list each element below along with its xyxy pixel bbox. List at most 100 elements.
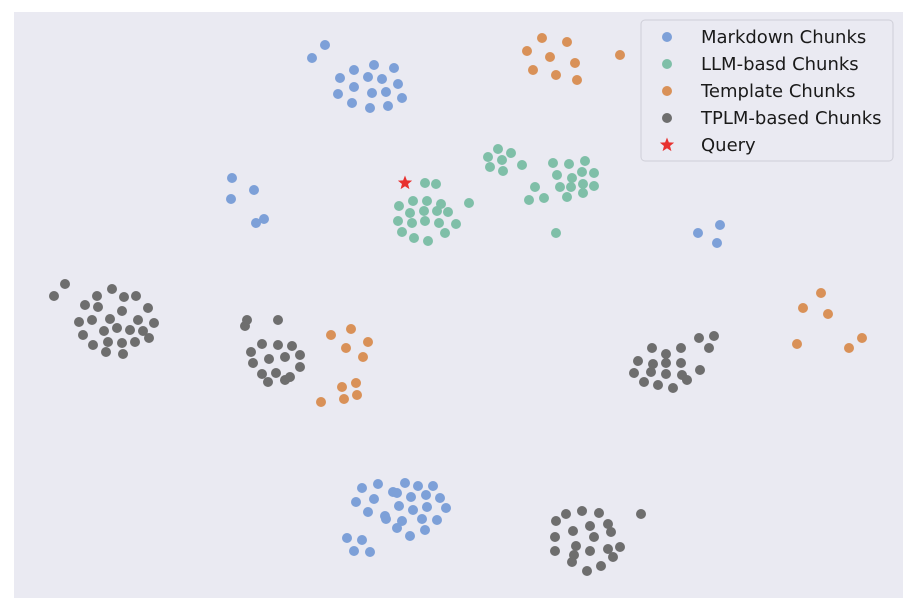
point-template-chunks-14 (337, 382, 347, 392)
point-tplm-based-chunks-24 (144, 333, 154, 343)
point-tplm-based-chunks-69 (568, 526, 578, 536)
point-tplm-based-chunks-15 (112, 323, 122, 333)
point-tplm-based-chunks-75 (615, 542, 625, 552)
point-markdown-chunks-46 (432, 515, 442, 525)
point-tplm-based-chunks-48 (709, 331, 719, 341)
point-llm-basd-chunks-25 (431, 179, 441, 189)
legend-label-0: Markdown Chunks (701, 27, 866, 48)
point-template-chunks-18 (352, 390, 362, 400)
point-tplm-based-chunks-1 (60, 279, 70, 289)
point-tplm-based-chunks-9 (105, 314, 115, 324)
point-tplm-based-chunks-43 (280, 375, 290, 385)
point-llm-basd-chunks-14 (530, 182, 540, 192)
point-markdown-chunks-7 (389, 63, 399, 73)
point-template-chunks-19 (816, 288, 826, 298)
point-llm-basd-chunks-32 (419, 206, 429, 216)
point-tplm-based-chunks-42 (263, 377, 273, 387)
point-markdown-chunks-20 (251, 218, 261, 228)
point-markdown-chunks-51 (357, 535, 367, 545)
point-markdown-chunks-22 (693, 228, 703, 238)
point-llm-basd-chunks-10 (552, 170, 562, 180)
point-tplm-based-chunks-63 (551, 516, 561, 526)
point-tplm-based-chunks-55 (646, 367, 656, 377)
point-tplm-based-chunks-38 (295, 362, 305, 372)
point-llm-basd-chunks-0 (483, 152, 493, 162)
point-markdown-chunks-31 (351, 497, 361, 507)
point-markdown-chunks-0 (307, 53, 317, 63)
point-llm-basd-chunks-9 (580, 156, 590, 166)
point-markdown-chunks-5 (369, 60, 379, 70)
point-tplm-based-chunks-22 (117, 338, 127, 348)
point-markdown-chunks-48 (405, 531, 415, 541)
point-tplm-based-chunks-18 (149, 318, 159, 328)
point-tplm-based-chunks-71 (550, 532, 560, 542)
point-llm-basd-chunks-37 (420, 216, 430, 226)
legend-frame (640, 19, 894, 162)
point-template-chunks-17 (339, 394, 349, 404)
point-markdown-chunks-37 (441, 503, 451, 513)
point-llm-basd-chunks-42 (423, 236, 433, 246)
legend-label-3: TPLM-based Chunks (700, 108, 882, 129)
point-markdown-chunks-53 (365, 547, 375, 557)
point-template-chunks-12 (341, 343, 351, 353)
point-template-chunks-13 (358, 352, 368, 362)
point-markdown-chunks-11 (367, 88, 377, 98)
point-markdown-chunks-29 (413, 481, 423, 491)
point-tplm-based-chunks-79 (603, 544, 613, 554)
legend-marker-4 (659, 137, 675, 152)
point-template-chunks-6 (551, 70, 561, 80)
point-llm-basd-chunks-38 (434, 218, 444, 228)
point-tplm-based-chunks-16 (125, 325, 135, 335)
point-template-chunks-2 (562, 37, 572, 47)
point-markdown-chunks-4 (363, 72, 373, 82)
point-tplm-based-chunks-78 (585, 546, 595, 556)
point-tplm-based-chunks-56 (661, 369, 671, 379)
point-markdown-chunks-35 (421, 490, 431, 500)
point-llm-basd-chunks-20 (539, 193, 549, 203)
point-markdown-chunks-18 (249, 185, 259, 195)
point-tplm-based-chunks-2 (80, 300, 90, 310)
point-tplm-based-chunks-10 (117, 306, 127, 316)
point-tplm-based-chunks-59 (639, 377, 649, 387)
point-template-chunks-23 (844, 343, 854, 353)
point-template-chunks-8 (615, 50, 625, 60)
point-markdown-chunks-25 (357, 483, 367, 493)
point-markdown-chunks-8 (393, 79, 403, 89)
point-tplm-based-chunks-61 (668, 383, 678, 393)
point-markdown-chunks-24 (712, 238, 722, 248)
point-llm-basd-chunks-39 (451, 219, 461, 229)
legend-marker-3 (662, 113, 672, 123)
point-tplm-based-chunks-30 (246, 347, 256, 357)
point-tplm-based-chunks-83 (608, 552, 618, 562)
point-template-chunks-11 (363, 337, 373, 347)
point-tplm-based-chunks-72 (571, 541, 581, 551)
point-llm-basd-chunks-30 (394, 201, 404, 211)
point-llm-basd-chunks-23 (551, 228, 561, 238)
point-llm-basd-chunks-16 (566, 182, 576, 192)
point-tplm-based-chunks-51 (661, 358, 671, 368)
point-tplm-based-chunks-44 (647, 343, 657, 353)
point-markdown-chunks-40 (394, 501, 404, 511)
point-markdown-chunks-19 (226, 194, 236, 204)
point-tplm-based-chunks-76 (550, 546, 560, 556)
point-tplm-based-chunks-68 (636, 509, 646, 519)
point-tplm-based-chunks-14 (99, 326, 109, 336)
point-tplm-based-chunks-80 (567, 557, 577, 567)
point-tplm-based-chunks-21 (103, 337, 113, 347)
point-tplm-based-chunks-13 (87, 315, 97, 325)
point-template-chunks-5 (528, 65, 538, 75)
point-markdown-chunks-33 (392, 488, 402, 498)
point-tplm-based-chunks-53 (704, 343, 714, 353)
point-markdown-chunks-23 (715, 220, 725, 230)
point-template-chunks-1 (537, 33, 547, 43)
point-llm-basd-chunks-7 (548, 158, 558, 168)
point-tplm-based-chunks-33 (287, 341, 297, 351)
point-tplm-based-chunks-58 (695, 365, 705, 375)
point-llm-basd-chunks-22 (578, 188, 588, 198)
point-markdown-chunks-26 (373, 479, 383, 489)
point-markdown-chunks-15 (365, 103, 375, 113)
point-markdown-chunks-32 (369, 494, 379, 504)
point-template-chunks-22 (792, 339, 802, 349)
data-points (49, 33, 867, 576)
